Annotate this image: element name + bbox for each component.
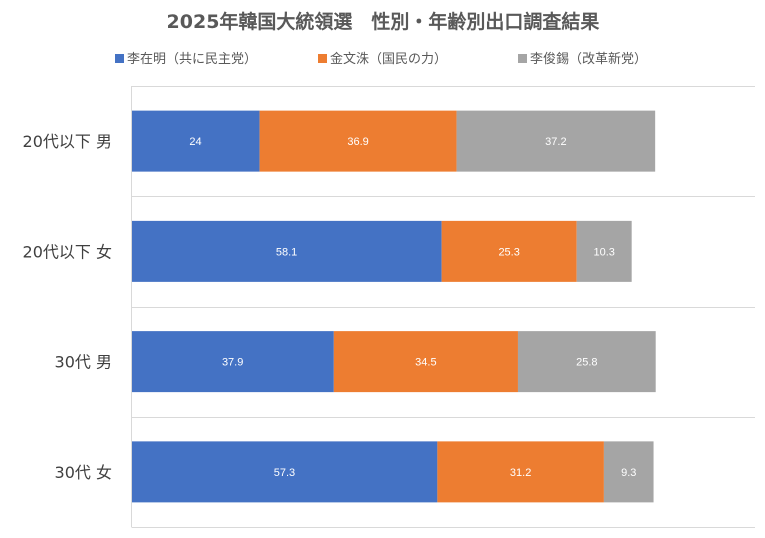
chart-title: 2025年韓国大統領選 性別・年齢別出口調査結果 [167,10,600,33]
category-label-3: 30代 男 [55,353,112,372]
gridlines [131,86,755,528]
bar-2-2 [441,220,577,282]
data-label-2-1: 58.1 [276,246,297,258]
data-label-4-2: 31.2 [510,467,531,479]
data-label-1-1: 24 [189,136,201,148]
data-label-4-3: 9.3 [621,467,636,479]
bar-4-3 [603,441,654,503]
category-label-4: 30代 女 [55,463,112,482]
bar-3-3 [517,331,656,393]
data-label-4-1: 57.3 [274,467,295,479]
bar-1-3 [456,110,656,172]
data-label-3-2: 34.5 [415,357,436,369]
bar-2-3 [576,220,632,282]
legend-label-1: 李在明（共に民主党） [127,52,257,67]
bar-1-1 [131,110,260,172]
data-label-1-3: 37.2 [545,136,566,148]
bar-3-1 [131,331,334,393]
bar-3-2 [333,331,518,393]
legend-swatch-3 [518,54,527,63]
legend-swatch-1 [115,54,124,63]
category-label-1: 20代以下 男 [23,132,112,151]
category-labels: 20代以下 男 20代以下 女 30代 男 30代 女 [23,132,112,482]
data-label-2-3: 10.3 [593,246,614,258]
bar-4-2 [437,441,604,503]
bar-4-1 [131,441,438,503]
data-label-3-1: 37.9 [222,357,243,369]
bar-2-1 [131,220,442,282]
legend-swatch-2 [318,54,327,63]
legend-label-2: 金文洙（国民の力） [330,51,447,67]
bars [131,110,656,503]
category-label-2: 20代以下 女 [23,242,112,261]
data-labels: 24 36.9 37.2 58.1 25.3 10.3 37.9 34.5 25.8 57.3 31… [189,136,636,479]
bar-1-2 [259,110,457,172]
legend-label-3: 李俊錫（改革新党） [530,51,647,67]
data-label-3-3: 25.8 [576,357,597,369]
data-label-2-2: 25.3 [498,246,519,258]
data-label-1-2: 36.9 [347,136,368,148]
legend: 李在明（共に民主党） 金文洙（国民の力） 李俊錫（改革新党） [115,51,647,67]
